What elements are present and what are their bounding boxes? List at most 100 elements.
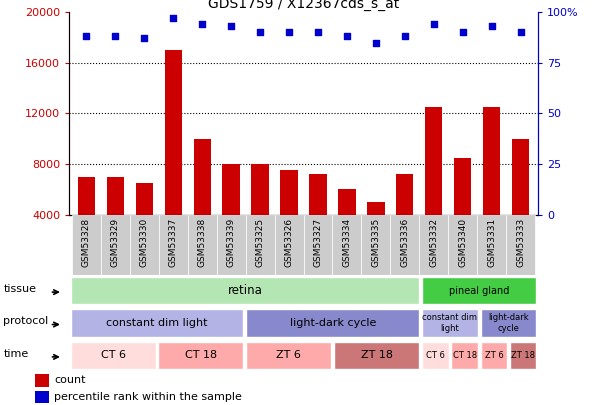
Bar xyxy=(78,177,95,265)
Bar xyxy=(396,174,413,265)
Bar xyxy=(419,215,448,275)
Bar xyxy=(246,309,419,337)
Bar xyxy=(194,139,211,265)
Bar xyxy=(338,190,356,265)
Bar xyxy=(367,202,385,265)
Text: protocol: protocol xyxy=(4,316,49,326)
Text: ZT 18: ZT 18 xyxy=(511,351,535,360)
Text: GSM53326: GSM53326 xyxy=(284,218,293,267)
Bar xyxy=(304,215,332,275)
Text: light-dark cycle: light-dark cycle xyxy=(290,318,376,328)
Text: CT 6: CT 6 xyxy=(426,351,445,360)
Text: GSM53338: GSM53338 xyxy=(198,218,207,267)
Text: GSM53327: GSM53327 xyxy=(314,218,323,267)
Point xyxy=(255,29,265,36)
Text: constant dim light: constant dim light xyxy=(106,318,208,328)
Bar xyxy=(188,215,217,275)
Point xyxy=(458,29,468,36)
Text: CT 18: CT 18 xyxy=(185,350,217,360)
Bar xyxy=(425,107,442,265)
Text: time: time xyxy=(4,349,29,359)
Point xyxy=(313,29,323,36)
Title: GDS1759 / X12367cds_s_at: GDS1759 / X12367cds_s_at xyxy=(208,0,399,11)
Text: GSM53339: GSM53339 xyxy=(227,218,236,267)
Bar xyxy=(483,107,500,265)
Bar xyxy=(70,342,156,369)
Bar xyxy=(280,171,297,265)
Text: ZT 6: ZT 6 xyxy=(484,351,503,360)
Text: count: count xyxy=(55,375,86,386)
Bar xyxy=(136,183,153,265)
Bar xyxy=(448,215,477,275)
Text: GSM53331: GSM53331 xyxy=(487,218,496,267)
Text: GSM53335: GSM53335 xyxy=(371,218,380,267)
Bar xyxy=(506,215,535,275)
Point xyxy=(516,29,525,36)
Text: constant dim
light: constant dim light xyxy=(423,313,478,333)
Bar xyxy=(451,342,478,369)
Bar xyxy=(332,215,361,275)
Text: tissue: tissue xyxy=(4,284,36,294)
Text: GSM53340: GSM53340 xyxy=(458,218,467,267)
Bar xyxy=(361,215,390,275)
Bar xyxy=(107,177,124,265)
Text: GSM53334: GSM53334 xyxy=(343,218,352,267)
Text: retina: retina xyxy=(227,284,263,297)
Point xyxy=(82,33,91,40)
Point xyxy=(197,21,207,28)
Bar xyxy=(217,215,246,275)
Bar xyxy=(35,374,49,387)
Bar xyxy=(72,215,101,275)
Bar xyxy=(390,215,419,275)
Bar xyxy=(422,309,478,337)
Point xyxy=(284,29,294,36)
Point xyxy=(139,35,149,42)
Text: GSM53325: GSM53325 xyxy=(255,218,264,267)
Bar xyxy=(422,277,537,304)
Bar xyxy=(334,342,419,369)
Bar xyxy=(512,139,529,265)
Text: GSM53332: GSM53332 xyxy=(429,218,438,267)
Point xyxy=(487,23,496,30)
Bar xyxy=(510,342,537,369)
Bar xyxy=(222,164,240,265)
Text: CT 18: CT 18 xyxy=(453,351,477,360)
Text: percentile rank within the sample: percentile rank within the sample xyxy=(55,392,242,402)
Bar xyxy=(35,391,49,403)
Bar xyxy=(310,174,327,265)
Bar xyxy=(251,164,269,265)
Bar xyxy=(165,50,182,265)
Text: ZT 6: ZT 6 xyxy=(276,350,301,360)
Text: GSM53333: GSM53333 xyxy=(516,218,525,267)
Bar xyxy=(246,215,275,275)
Bar xyxy=(70,309,243,337)
Point xyxy=(227,23,236,30)
Bar xyxy=(130,215,159,275)
Bar xyxy=(101,215,130,275)
Text: ZT 18: ZT 18 xyxy=(361,350,392,360)
Point xyxy=(371,39,380,46)
Bar xyxy=(159,215,188,275)
Bar xyxy=(481,309,537,337)
Text: CT 6: CT 6 xyxy=(100,350,126,360)
Text: GSM53330: GSM53330 xyxy=(140,218,149,267)
Bar xyxy=(477,215,506,275)
Text: GSM53328: GSM53328 xyxy=(82,218,91,267)
Bar xyxy=(275,215,304,275)
Text: GSM53337: GSM53337 xyxy=(169,218,178,267)
Bar xyxy=(481,342,507,369)
Point xyxy=(111,33,120,40)
Text: light-dark
cycle: light-dark cycle xyxy=(488,313,529,333)
Bar xyxy=(70,277,419,304)
Bar xyxy=(246,342,331,369)
Point xyxy=(342,33,352,40)
Point xyxy=(429,21,439,28)
Bar xyxy=(454,158,471,265)
Text: GSM53329: GSM53329 xyxy=(111,218,120,267)
Text: pineal gland: pineal gland xyxy=(449,286,510,296)
Text: GSM53336: GSM53336 xyxy=(400,218,409,267)
Point xyxy=(168,15,178,21)
Bar xyxy=(422,342,448,369)
Point xyxy=(400,33,410,40)
Bar xyxy=(159,342,243,369)
